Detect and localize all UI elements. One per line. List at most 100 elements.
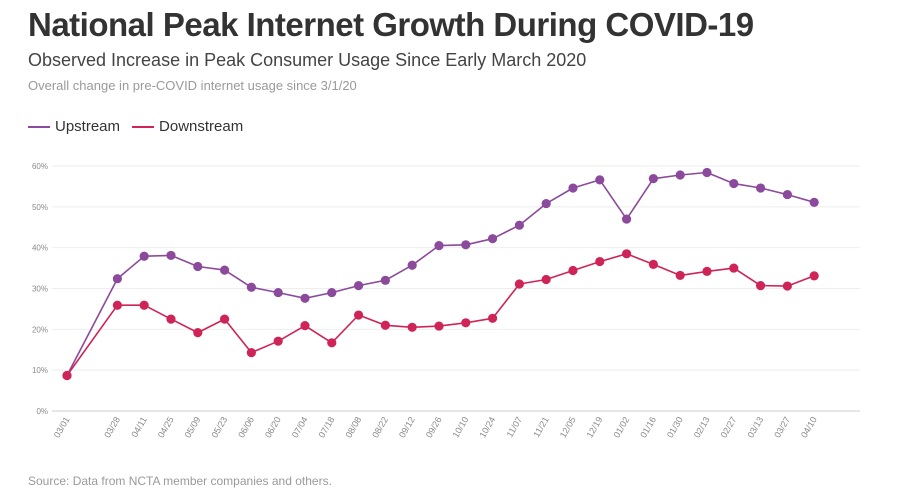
x-tick-label: 10/10: [451, 415, 471, 440]
data-point-downstream: [648, 259, 658, 270]
data-point-downstream: [461, 318, 471, 328]
data-point-upstream: [809, 197, 819, 207]
data-point-downstream: [273, 336, 283, 346]
data-point-downstream: [434, 321, 444, 331]
data-point-upstream: [648, 174, 658, 184]
data-point-upstream: [568, 183, 578, 193]
series-line-upstream: [66, 171, 815, 376]
data-point-upstream: [139, 251, 149, 261]
data-point-downstream: [407, 322, 417, 332]
data-point-downstream: [729, 263, 739, 273]
data-point-downstream: [112, 300, 122, 310]
data-point-upstream: [273, 287, 283, 298]
data-point-upstream: [166, 250, 176, 261]
data-point-downstream: [755, 281, 766, 291]
legend-swatch-downstream: [132, 125, 155, 128]
chart-subtitle: Observed Increase in Peak Consumer Usage…: [28, 50, 587, 70]
data-point-downstream: [246, 348, 256, 358]
x-tick-label: 12/19: [585, 415, 605, 440]
data-point-upstream: [461, 240, 471, 250]
data-point-downstream: [675, 270, 685, 281]
legend: Upstream Downstream: [28, 118, 255, 135]
x-tick-label: 05/23: [209, 415, 229, 440]
x-tick-label: 07/04: [290, 415, 310, 440]
x-tick-label: 04/11: [129, 415, 149, 439]
x-tick-label: 06/06: [236, 415, 256, 440]
x-tick-label: 03/01: [52, 415, 72, 440]
data-point-downstream: [782, 281, 792, 291]
data-point-upstream: [782, 189, 792, 200]
y-tick-label: 60%: [32, 162, 48, 171]
x-tick-label: 01/16: [638, 415, 658, 440]
data-point-upstream: [514, 220, 524, 230]
y-tick-label: 20%: [32, 325, 48, 334]
x-tick-label: 03/27: [772, 415, 792, 440]
data-point-upstream: [327, 287, 337, 298]
x-tick-label: 12/05: [558, 415, 578, 440]
legend-label-upstream: Upstream: [55, 118, 121, 135]
chart-note: Overall change in pre-COVID internet usa…: [28, 78, 357, 93]
data-point-upstream: [380, 275, 390, 285]
data-point-upstream: [434, 241, 444, 251]
x-tick-label: 06/20: [263, 415, 283, 440]
x-tick-label: 09/26: [424, 415, 444, 440]
data-point-downstream: [487, 313, 498, 323]
legend-item-downstream: Downstream: [132, 118, 243, 135]
data-point-upstream: [300, 293, 310, 303]
x-tick-label: 02/27: [719, 415, 739, 440]
x-tick-label: 03/13: [745, 415, 765, 440]
data-point-downstream: [219, 314, 230, 324]
x-tick-label: 04/10: [799, 415, 819, 440]
data-point-downstream: [595, 256, 605, 267]
data-point-upstream: [193, 261, 203, 272]
y-tick-label: 30%: [32, 285, 48, 294]
data-point-downstream: [809, 271, 819, 281]
x-tick-label: 09/12: [397, 415, 417, 440]
series-line-downstream: [66, 253, 815, 376]
x-tick-label: 03/28: [102, 415, 122, 440]
data-point-upstream: [729, 178, 739, 189]
data-point-downstream: [62, 370, 72, 381]
data-point-downstream: [166, 314, 176, 324]
legend-label-downstream: Downstream: [159, 118, 244, 135]
data-point-upstream: [487, 234, 498, 244]
x-tick-label: 01/02: [611, 415, 631, 440]
data-point-upstream: [541, 198, 551, 209]
data-point-upstream: [219, 265, 230, 275]
x-tick-label: 10/24: [477, 415, 497, 440]
x-tick-label: 05/09: [183, 415, 203, 440]
y-tick-label: 0%: [36, 407, 48, 416]
data-point-upstream: [407, 260, 417, 270]
data-point-upstream: [675, 170, 685, 180]
data-point-downstream: [139, 300, 149, 310]
x-tick-label: 11/21: [531, 415, 551, 439]
data-point-downstream: [621, 249, 632, 259]
data-point-downstream: [300, 321, 310, 331]
data-point-downstream: [514, 279, 524, 289]
chart-title: National Peak Internet Growth During COV…: [28, 6, 754, 43]
source-note: Source: Data from NCTA member companies …: [28, 474, 332, 488]
data-point-downstream: [702, 266, 712, 276]
x-tick-label: 08/22: [370, 415, 390, 440]
x-tick-label: 01/30: [665, 415, 685, 440]
data-point-downstream: [380, 320, 390, 330]
x-tick-label: 04/25: [156, 415, 176, 440]
x-tick-label: 02/13: [692, 415, 712, 440]
data-point-downstream: [193, 328, 203, 338]
legend-item-upstream: Upstream: [28, 118, 120, 135]
y-tick-label: 50%: [32, 203, 48, 212]
x-tick-label: 07/18: [317, 415, 337, 440]
x-tick-label: 08/08: [343, 415, 363, 440]
legend-swatch-upstream: [28, 125, 50, 128]
data-point-upstream: [755, 183, 766, 193]
data-point-upstream: [112, 274, 122, 284]
data-point-upstream: [246, 282, 256, 292]
data-point-downstream: [353, 310, 364, 320]
y-tick-label: 40%: [32, 244, 48, 253]
x-tick-label: 11/07: [505, 415, 525, 439]
data-point-downstream: [327, 338, 337, 348]
y-tick-label: 10%: [32, 366, 48, 375]
data-point-upstream: [353, 281, 364, 291]
data-point-upstream: [621, 214, 632, 224]
